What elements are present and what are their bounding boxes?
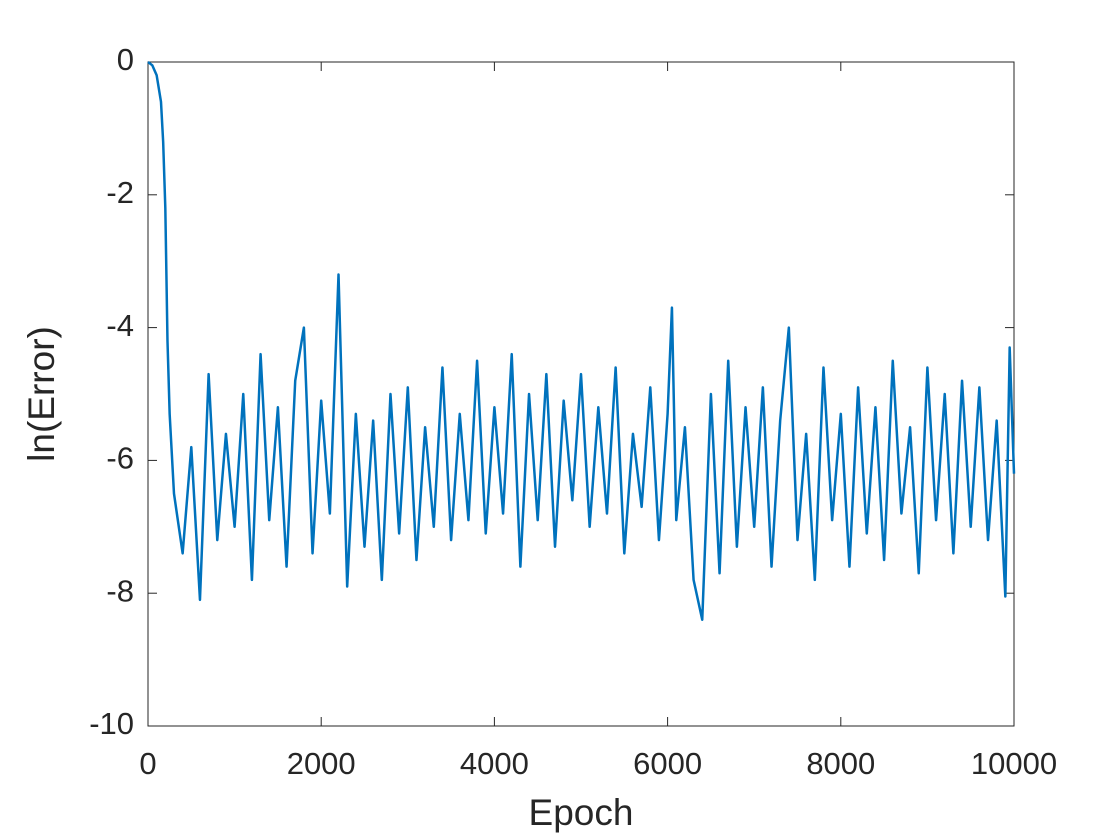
x-axis-label: Epoch xyxy=(529,792,634,833)
y-axis-label: ln(Error) xyxy=(21,326,62,462)
x-tick-label: 8000 xyxy=(806,746,875,781)
y-tick-label: -8 xyxy=(106,573,134,608)
data-line xyxy=(147,61,1016,622)
y-tick-label: 0 xyxy=(117,42,134,77)
y-tick-label: -10 xyxy=(89,706,134,741)
x-tick-label: 2000 xyxy=(287,746,356,781)
x-tick-label: 4000 xyxy=(460,746,529,781)
x-tick-label: 0 xyxy=(139,746,156,781)
x-tick-label: 10000 xyxy=(971,746,1057,781)
x-tick-label: 6000 xyxy=(633,746,702,781)
y-tick-label: -4 xyxy=(106,308,134,343)
y-tick-label: -2 xyxy=(106,175,134,210)
y-tick-label: -6 xyxy=(106,441,134,476)
plot-box xyxy=(147,61,1015,727)
